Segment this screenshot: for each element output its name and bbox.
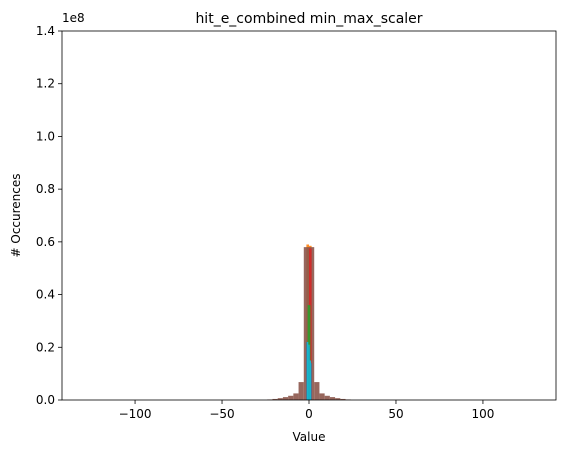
x-axis-label: Value <box>293 430 326 444</box>
x-tick-label: −50 <box>209 407 234 421</box>
plot-area <box>267 244 351 400</box>
x-tick-label: −100 <box>119 407 152 421</box>
histogram-bar <box>309 360 312 400</box>
histogram-bar <box>298 382 304 400</box>
x-tick-label: 0 <box>305 407 313 421</box>
histogram-bar <box>324 395 330 400</box>
y-tick-label: 0.2 <box>36 340 55 354</box>
histogram-bar <box>303 247 309 400</box>
histogram-bar <box>293 393 299 400</box>
y-axis-label: # Occurences <box>9 173 23 257</box>
y-axis-ticks: 0.0 0.2 0.4 0.6 0.8 1.0 1.2 1.4 <box>36 24 62 407</box>
plot-frame <box>61 30 557 401</box>
y-tick-label: 1.2 <box>36 77 55 91</box>
histogram-bar <box>314 382 320 400</box>
histogram-bar <box>288 395 294 400</box>
histogram-bar <box>335 398 341 400</box>
y-tick-label: 0.0 <box>36 393 55 407</box>
y-tick-label: 1.4 <box>36 24 55 38</box>
y-tick-label: 0.6 <box>36 235 55 249</box>
y-tick-label: 0.4 <box>36 288 55 302</box>
y-tick-label: 1.0 <box>36 129 55 143</box>
x-tick-label: 100 <box>471 407 494 421</box>
histogram-bar <box>306 342 309 400</box>
histogram-bar <box>340 398 346 400</box>
y-offset-label: 1e8 <box>62 11 85 25</box>
y-tick-label: 0.8 <box>36 182 55 196</box>
histogram-bar <box>277 398 283 400</box>
chart-title: hit_e_combined min_max_scaler <box>195 11 422 27</box>
histogram-bar <box>329 397 336 400</box>
x-tick-label: 50 <box>388 407 403 421</box>
x-axis-ticks: −100 −50 0 50 100 <box>119 400 494 421</box>
histogram-bar <box>282 397 289 400</box>
histogram-bar <box>272 398 278 400</box>
histogram-bar <box>319 393 325 400</box>
histogram-bar <box>308 344 310 400</box>
